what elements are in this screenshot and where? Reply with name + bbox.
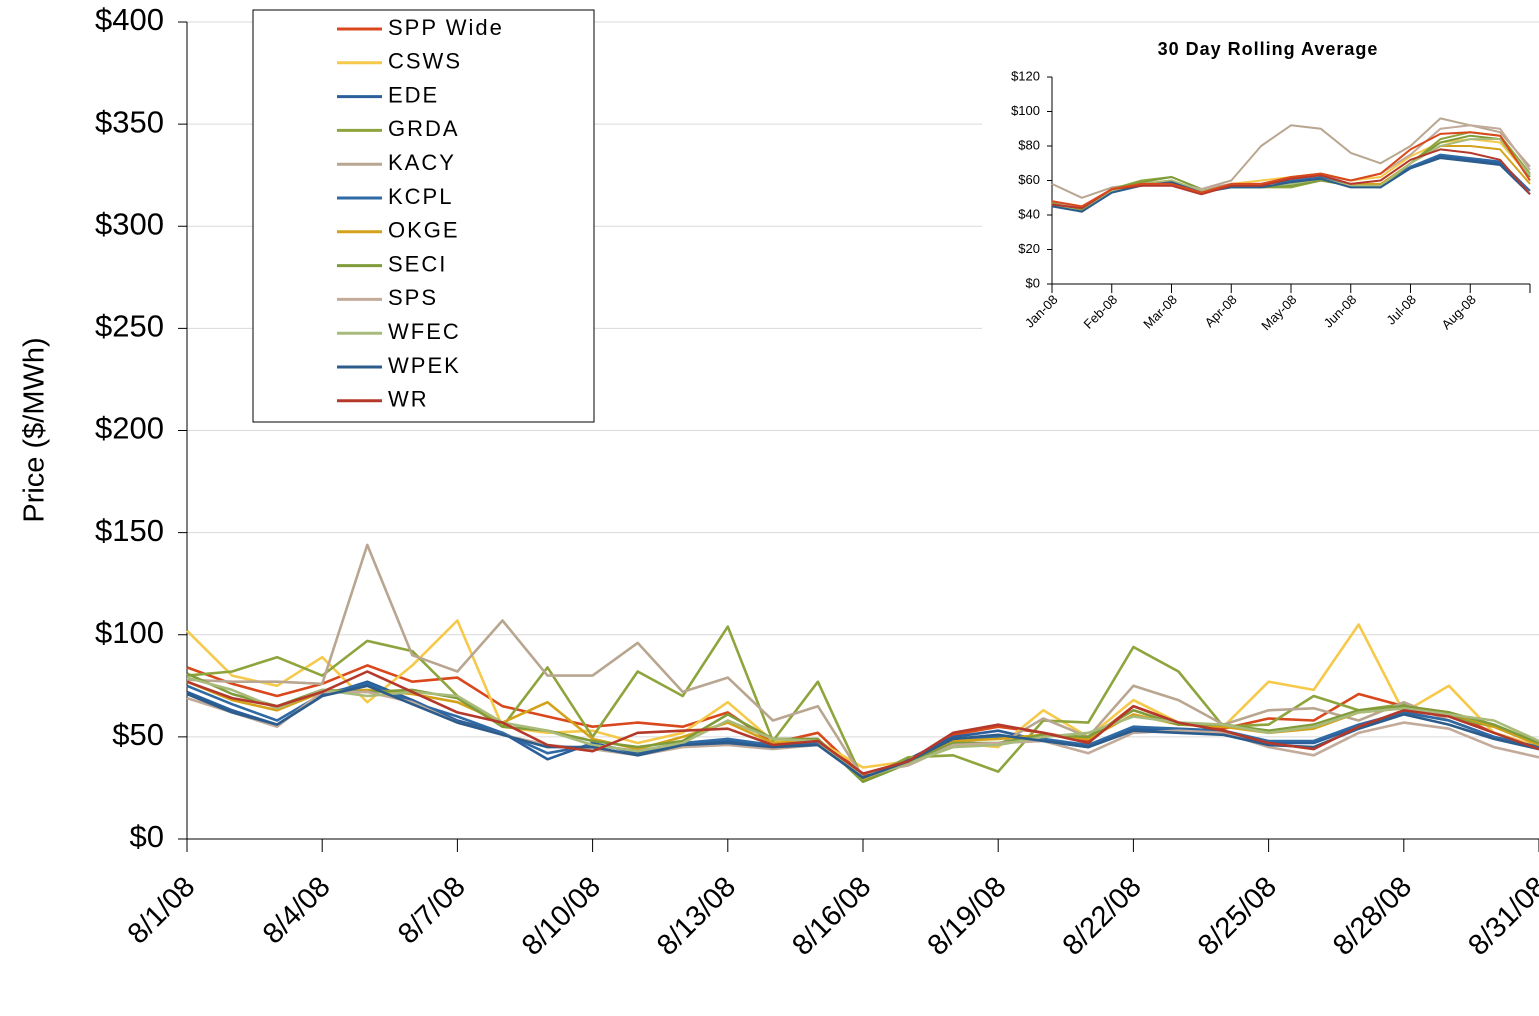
legend-label: SECI <box>388 251 447 276</box>
y-tick-label: $20 <box>1018 241 1040 256</box>
series-line <box>1051 134 1531 211</box>
x-tick-label: 8/25/08 <box>1192 871 1283 962</box>
legend-box <box>252 9 595 423</box>
legend-label: EDE <box>388 82 439 107</box>
y-tick-label: $60 <box>1018 172 1040 187</box>
y-tick-label: $120 <box>1011 68 1040 83</box>
legend-label: WFEC <box>388 319 461 344</box>
x-tick-label: 8/7/08 <box>392 871 472 951</box>
y-tick-label: $0 <box>130 819 164 854</box>
x-tick-label: 8/31/08 <box>1462 871 1539 962</box>
y-tick-label: $150 <box>95 513 164 548</box>
y-tick-label: $50 <box>112 717 164 752</box>
series-line <box>1051 157 1531 213</box>
series-line <box>186 619 1539 769</box>
legend-label: KCPL <box>388 184 453 209</box>
series-line <box>186 684 1539 779</box>
y-axis-title: Price ($/MWh) <box>19 337 51 522</box>
x-tick-label: 8/13/08 <box>651 871 742 962</box>
y-tick-label: $350 <box>95 104 164 139</box>
x-tick-label: 8/19/08 <box>922 871 1013 962</box>
series-line <box>1051 148 1531 210</box>
legend-label: WR <box>388 387 429 412</box>
legend-label: WPEK <box>388 353 461 378</box>
y-tick-label: $40 <box>1018 206 1040 221</box>
y-tick-label: $100 <box>95 615 164 650</box>
legend-label: SPS <box>388 285 438 310</box>
x-tick-label: 8/4/08 <box>257 871 337 951</box>
legend-label: GRDA <box>388 116 460 141</box>
x-tick-label: 8/16/08 <box>786 871 877 962</box>
series-line <box>186 670 1539 775</box>
x-tick-label: 8/1/08 <box>122 871 202 951</box>
series-line <box>1051 131 1531 208</box>
series-line <box>186 680 1539 782</box>
y-tick-label: $100 <box>1011 103 1040 118</box>
x-tick-label: 8/28/08 <box>1327 871 1418 962</box>
series-line <box>1051 131 1531 211</box>
legend-label: KACY <box>388 150 456 175</box>
x-tick-label: 8/22/08 <box>1057 871 1148 962</box>
series-line <box>186 672 1539 784</box>
y-tick-label: $400 <box>95 2 164 37</box>
y-tick-label: $200 <box>95 411 164 446</box>
legend-label: CSWS <box>388 49 462 74</box>
legend-label: OKGE <box>388 218 460 243</box>
y-tick-label: $80 <box>1018 137 1040 152</box>
x-tick-label: 8/10/08 <box>516 871 607 962</box>
legend-label: SPP Wide <box>388 15 504 40</box>
y-tick-label: $250 <box>95 309 164 344</box>
y-tick-label: $300 <box>95 206 164 241</box>
series-line <box>186 625 1539 782</box>
inset-title: 30 Day Rolling Average <box>1158 39 1379 59</box>
y-tick-label: $0 <box>1026 275 1040 290</box>
